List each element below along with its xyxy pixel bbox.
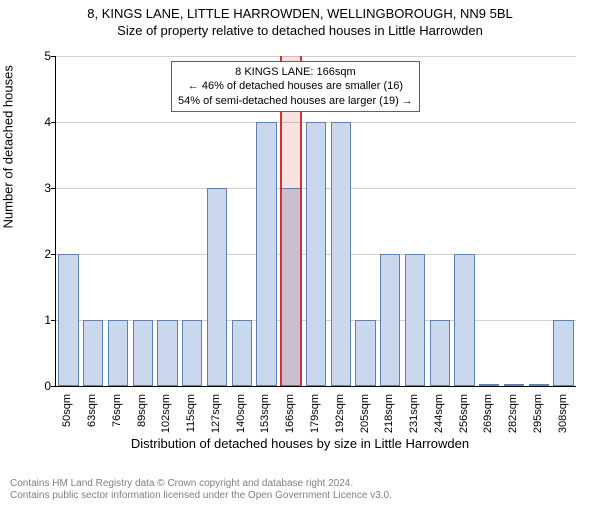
chart-subtitle: Size of property relative to detached ho… [0,23,600,38]
y-tick-mark [51,254,56,255]
bar [405,254,425,386]
x-tick-label: 218sqm [383,394,395,434]
x-tick-label: 102sqm [160,394,172,434]
y-tick-mark [51,386,56,387]
x-tick-label: 115sqm [185,394,197,434]
y-tick-label: 0 [36,379,51,393]
x-tick-label: 166sqm [284,394,296,434]
y-tick-label: 2 [36,247,51,261]
x-axis-label: Distribution of detached houses by size … [0,436,600,451]
x-tick-label: 205sqm [359,394,371,434]
x-tick-label: 76sqm [111,394,123,434]
annotation-line2: ← 46% of detached houses are smaller (16… [178,79,413,93]
bar [380,254,400,386]
x-tick-label: 308sqm [557,394,569,434]
x-tick-label: 282sqm [507,394,519,434]
bar [182,320,202,386]
bar [306,122,326,386]
x-tick-label: 89sqm [136,394,148,434]
annotation-line1: 8 KINGS LANE: 166sqm [178,65,413,79]
bar [430,320,450,386]
bar [256,122,276,386]
bar [529,384,549,386]
y-tick-label: 4 [36,115,51,129]
footer-line1: Contains HM Land Registry data © Crown c… [10,478,392,490]
annotation-box: 8 KINGS LANE: 166sqm ← 46% of detached h… [171,61,420,112]
bar [504,384,524,386]
bar [553,320,573,386]
bar [479,384,499,386]
x-tick-label: 50sqm [61,394,73,434]
y-tick-label: 5 [36,49,51,63]
x-tick-label: 244sqm [433,394,445,434]
x-tick-label: 140sqm [235,394,247,434]
bar [355,320,375,386]
x-tick-label: 256sqm [458,394,470,434]
chart-title: 8, KINGS LANE, LITTLE HARROWDEN, WELLING… [0,6,600,21]
bar [157,320,177,386]
chart-container: 8, KINGS LANE, LITTLE HARROWDEN, WELLING… [0,6,600,506]
bar [108,320,128,386]
y-tick-label: 3 [36,181,51,195]
footer-attribution: Contains HM Land Registry data © Crown c… [10,478,392,502]
x-tick-label: 231sqm [408,394,420,434]
y-tick-label: 1 [36,313,51,327]
x-tick-label: 269sqm [482,394,494,434]
y-tick-mark [51,320,56,321]
x-tick-label: 153sqm [259,394,271,434]
x-tick-label: 127sqm [210,394,222,434]
y-tick-mark [51,56,56,57]
chart-area: 012345 8 KINGS LANE: 166sqm ← 46% of det… [55,56,576,387]
bar [454,254,474,386]
x-tick-label: 63sqm [86,394,98,434]
annotation-line3: 54% of semi-detached houses are larger (… [178,94,413,108]
bar [58,254,78,386]
y-tick-mark [51,188,56,189]
bar [232,320,252,386]
y-tick-mark [51,122,56,123]
bar [331,122,351,386]
bar [133,320,153,386]
bar [83,320,103,386]
y-axis-label: Number of detached houses [1,65,16,228]
x-tick-label: 295sqm [532,394,544,434]
footer-line2: Contains public sector information licen… [10,490,392,502]
x-tick-label: 179sqm [309,394,321,434]
bar [207,188,227,386]
x-tick-label: 192sqm [334,394,346,434]
